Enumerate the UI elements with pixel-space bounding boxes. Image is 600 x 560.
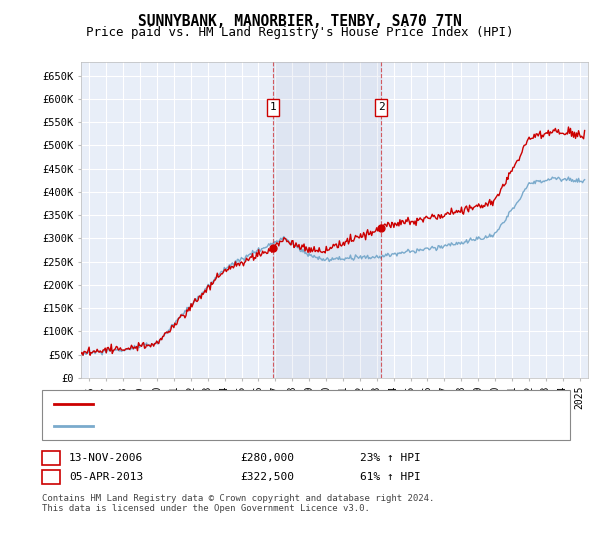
Text: 61% ↑ HPI: 61% ↑ HPI (360, 472, 421, 482)
Text: £280,000: £280,000 (240, 453, 294, 463)
Text: 1: 1 (270, 102, 277, 113)
Text: SUNNYBANK, MANORBIER, TENBY, SA70 7TN (detached house): SUNNYBANK, MANORBIER, TENBY, SA70 7TN (d… (99, 399, 437, 409)
Text: 13-NOV-2006: 13-NOV-2006 (69, 453, 143, 463)
FancyBboxPatch shape (267, 99, 279, 116)
Text: Contains HM Land Registry data © Crown copyright and database right 2024.
This d: Contains HM Land Registry data © Crown c… (42, 494, 434, 514)
Text: Price paid vs. HM Land Registry's House Price Index (HPI): Price paid vs. HM Land Registry's House … (86, 26, 514, 39)
FancyBboxPatch shape (376, 99, 387, 116)
Text: SUNNYBANK, MANORBIER, TENBY, SA70 7TN: SUNNYBANK, MANORBIER, TENBY, SA70 7TN (138, 14, 462, 29)
Text: 2: 2 (378, 102, 385, 113)
Text: 1: 1 (47, 453, 55, 463)
Text: 23% ↑ HPI: 23% ↑ HPI (360, 453, 421, 463)
Bar (273, 62, 382, 378)
Text: HPI: Average price, detached house, Pembrokeshire: HPI: Average price, detached house, Pemb… (99, 421, 405, 431)
Text: 05-APR-2013: 05-APR-2013 (69, 472, 143, 482)
Text: 2: 2 (47, 472, 55, 482)
Text: £322,500: £322,500 (240, 472, 294, 482)
